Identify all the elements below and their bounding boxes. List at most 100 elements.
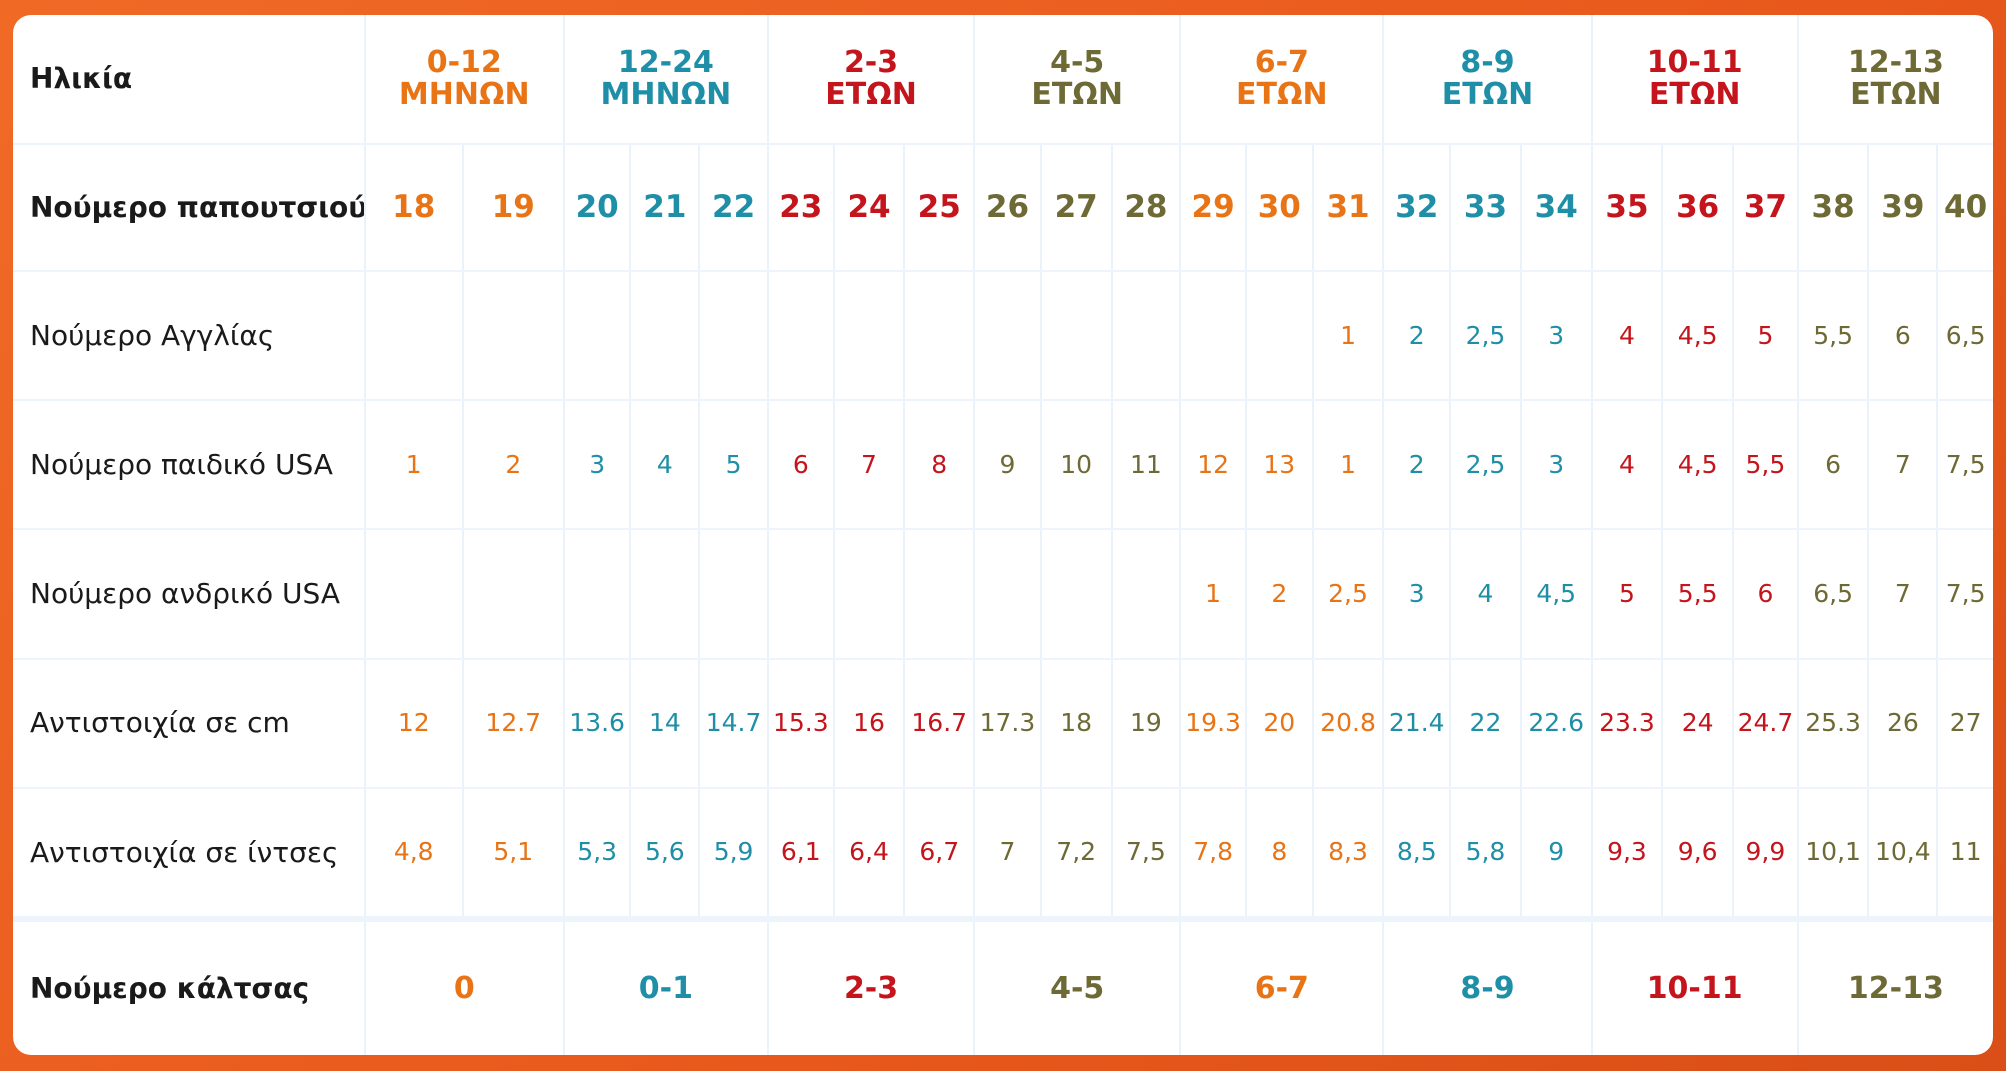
cm-row: Αντιστοιχία σε cm 12 12.7 13.6 14 14.7 15.3 16… <box>13 658 1993 789</box>
sock-size-cell: 0-1 <box>563 915 769 1055</box>
size-value-cell: 8,5 <box>1383 787 1452 920</box>
size-value-cell: 4 <box>1450 529 1522 660</box>
shoe-size-cell: 18 <box>364 144 464 273</box>
size-value-cell: 3 <box>1383 529 1452 660</box>
size-value-cell: 14.7 <box>699 658 769 789</box>
size-value-cell: 23.3 <box>1591 658 1664 789</box>
size-value-cell <box>630 271 701 402</box>
shoe-size-cell: 25 <box>904 144 976 273</box>
size-value-cell: 17.3 <box>974 658 1042 789</box>
size-value-cell: 6 <box>1797 400 1870 531</box>
inches-label: Αντιστοιχία σε ίντσες <box>13 787 366 920</box>
size-value-cell: 14 <box>630 658 701 789</box>
age-range: 4-5 <box>1050 45 1105 81</box>
size-value-cell: 4,5 <box>1662 271 1735 402</box>
size-value-cell: 8 <box>1245 787 1314 920</box>
size-value-cell: 19 <box>1111 658 1182 789</box>
cm-label: Αντιστοιχία σε cm <box>13 658 366 789</box>
size-value-cell <box>833 529 906 660</box>
shoe-size-cell: 24 <box>833 144 906 273</box>
shoe-size-cell: 19 <box>462 144 565 273</box>
size-value-cell <box>1040 529 1113 660</box>
age-range: 12-13 <box>1847 45 1944 81</box>
size-chart-card: Ηλικία 0-12 ΜΗΝΩΝ 12-24 ΜΗΝΩΝ 2-3 ΕΤΩΝ 4-5 ΕΤΩΝ… <box>13 15 1993 1055</box>
size-value-cell: 5,6 <box>630 787 701 920</box>
age-row: Ηλικία 0-12 ΜΗΝΩΝ 12-24 ΜΗΝΩΝ 2-3 ΕΤΩΝ 4-5 ΕΤΩΝ… <box>13 15 1993 146</box>
size-value-cell <box>767 271 835 402</box>
age-range: 2-3 <box>843 45 899 81</box>
age-unit: ΕΤΩΝ <box>1648 77 1741 113</box>
size-value-cell: 4 <box>630 400 701 531</box>
size-value-cell: 6,5 <box>1937 271 1993 402</box>
shoe-size-cell: 29 <box>1180 144 1247 273</box>
size-value-cell: 24 <box>1662 658 1735 789</box>
age-unit: ΕΤΩΝ <box>1236 77 1328 113</box>
age-unit: ΕΤΩΝ <box>825 77 917 113</box>
size-value-cell <box>364 271 464 402</box>
age-range: 0-12 <box>426 45 502 81</box>
size-value-cell <box>364 529 464 660</box>
shoe-size-cell: 34 <box>1520 144 1593 273</box>
size-value-cell <box>767 529 835 660</box>
age-unit: ΕΤΩΝ <box>1850 77 1942 113</box>
size-value-cell: 7 <box>974 787 1042 920</box>
age-group-header: 0-12 ΜΗΝΩΝ <box>364 15 565 146</box>
age-group-header: 10-11 ΕΤΩΝ <box>1591 15 1799 146</box>
age-group-header: 2-3 ΕΤΩΝ <box>767 15 976 146</box>
shoe-size-cell: 31 <box>1312 144 1385 273</box>
size-value-cell: 11 <box>1111 400 1182 531</box>
shoe-size-cell: 22 <box>699 144 769 273</box>
size-value-cell: 4 <box>1591 271 1664 402</box>
size-value-cell: 6,5 <box>1797 529 1870 660</box>
size-value-cell: 1 <box>1180 529 1247 660</box>
size-value-cell <box>904 529 976 660</box>
shoe-size-cell: 27 <box>1040 144 1113 273</box>
size-value-cell <box>1040 271 1113 402</box>
size-value-cell: 13.6 <box>563 658 632 789</box>
size-value-cell: 9 <box>1520 787 1593 920</box>
size-value-cell: 8 <box>904 400 976 531</box>
size-value-cell: 7 <box>1868 400 1939 531</box>
size-value-cell: 2 <box>1245 529 1314 660</box>
us-men-size-row: Νούμερο ανδρικό USA 1 2 2,5 3 4 4,5 5 5,5 6 6,5 7 7… <box>13 529 1993 660</box>
sock-size-label: Νούμερο κάλτσας <box>13 915 366 1055</box>
age-unit: ΜΗΝΩΝ <box>398 77 530 113</box>
shoe-size-cell: 40 <box>1937 144 1993 273</box>
size-value-cell: 5 <box>1733 271 1799 402</box>
shoe-size-cell: 37 <box>1733 144 1799 273</box>
size-value-cell: 15.3 <box>767 658 835 789</box>
shoe-size-cell: 26 <box>974 144 1042 273</box>
us-kids-size-row: Νούμερο παιδικό USA 1 2 3 4 5 6 7 8 9 10 11 12 13 1 2 2… <box>13 400 1993 531</box>
size-value-cell: 11 <box>1937 787 1993 920</box>
size-value-cell: 6,1 <box>767 787 835 920</box>
size-value-cell: 7,8 <box>1180 787 1247 920</box>
size-value-cell: 5,8 <box>1450 787 1522 920</box>
shoe-size-cell: 33 <box>1450 144 1522 273</box>
size-value-cell: 1 <box>364 400 464 531</box>
age-unit: ΕΤΩΝ <box>1031 77 1123 113</box>
sock-size-cell: 8-9 <box>1383 915 1593 1055</box>
shoe-size-cell: 28 <box>1111 144 1182 273</box>
shoe-size-cell: 35 <box>1591 144 1664 273</box>
size-value-cell: 10,1 <box>1797 787 1870 920</box>
age-group-header: 6-7 ΕΤΩΝ <box>1180 15 1385 146</box>
us-men-size-label: Νούμερο ανδρικό USA <box>13 529 366 660</box>
size-value-cell: 7 <box>833 400 906 531</box>
size-value-cell <box>462 529 565 660</box>
size-value-cell: 5 <box>699 400 769 531</box>
size-value-cell: 1 <box>1312 271 1385 402</box>
size-value-cell: 6 <box>767 400 835 531</box>
size-value-cell <box>974 529 1042 660</box>
size-value-cell: 19.3 <box>1180 658 1247 789</box>
size-value-cell <box>974 271 1042 402</box>
size-value-cell <box>1111 271 1182 402</box>
age-group-header: 12-13 ΕΤΩΝ <box>1797 15 1993 146</box>
shoe-size-cell: 39 <box>1868 144 1939 273</box>
size-value-cell: 10 <box>1040 400 1113 531</box>
size-value-cell: 4,8 <box>364 787 464 920</box>
us-kids-size-label: Νούμερο παιδικό USA <box>13 400 366 531</box>
size-value-cell: 5,9 <box>699 787 769 920</box>
size-value-cell: 5,5 <box>1797 271 1870 402</box>
size-value-cell: 13 <box>1245 400 1314 531</box>
size-value-cell: 10,4 <box>1868 787 1939 920</box>
